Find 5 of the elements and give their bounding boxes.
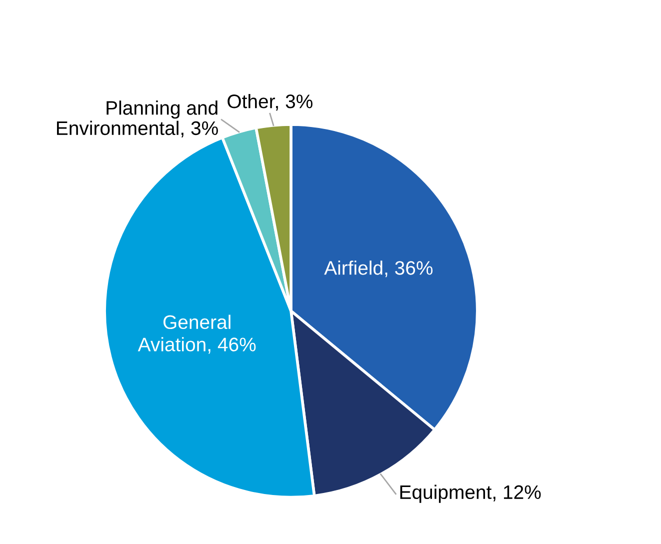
slice-label: Planning and Environmental, 3% [57,100,218,138]
slice-label: Other, 3% [228,94,312,111]
slice-label: Airfield, 36% [324,260,433,278]
slice-label: Equipment, 12% [400,484,541,503]
slice-label: General Aviation, 46% [138,314,256,354]
